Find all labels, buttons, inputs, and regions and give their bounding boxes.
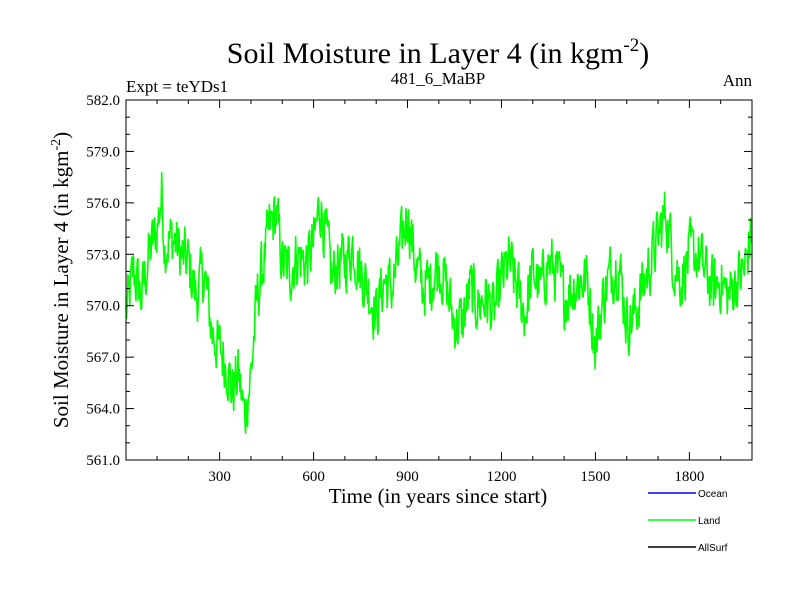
legend-label-allsurf: AllSurf [698,543,728,554]
y-axis-label: Soil Moisture in Layer 4 (in kgm-2) [49,132,73,428]
y-tick-label: 564.0 [86,402,120,418]
x-tick-label: 1200 [486,469,516,485]
x-axis-label: Time (in years since start) [329,484,548,508]
y-tick-label: 573.0 [86,247,120,263]
y-tick-label: 582.0 [86,93,120,109]
y-tick-label: 570.0 [86,299,120,315]
series-line-land [125,171,753,435]
legend: Ocean Land AllSurf [648,489,728,554]
y-tick-label: 567.0 [86,350,120,366]
y-tick-label: 579.0 [86,144,120,160]
y-tick-label: 561.0 [86,453,120,469]
period-label: 481_6_MaBP [391,69,485,88]
legend-label-ocean: Ocean [698,489,727,500]
legend-label-land: Land [698,516,720,527]
y-tick-label: 576.0 [86,196,120,212]
x-tick-label: 1800 [674,469,704,485]
experiment-label: Expt = teYDs1 [126,77,228,96]
x-tick-label: 300 [208,469,231,485]
season-label: Ann [723,71,753,90]
x-tick-label: 600 [302,469,325,485]
x-tick-label: 900 [396,469,419,485]
x-tick-label: 1500 [580,469,610,485]
chart-title: Soil Moisture in Layer 4 (in kgm-2) [227,35,649,70]
